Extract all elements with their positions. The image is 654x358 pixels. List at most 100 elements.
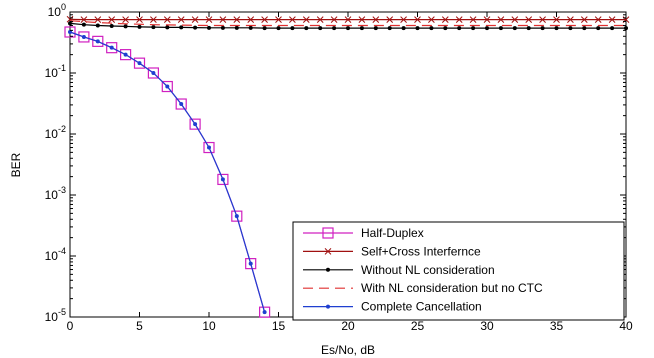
y-tick-label: 10-5: [45, 307, 66, 324]
x-axis-label: Es/No, dB: [321, 343, 375, 357]
data-point-dot: [429, 26, 434, 31]
y-tick-label: 10-1: [45, 63, 66, 80]
data-point-dot: [401, 26, 406, 31]
data-point-x: [441, 16, 449, 23]
x-marker-stroke: [372, 16, 380, 23]
legend-box: [292, 221, 625, 321]
data-point-dot: [276, 26, 281, 31]
data-point-dot: [610, 26, 615, 31]
data-point-x: [372, 16, 380, 23]
data-point-square: [147, 67, 159, 79]
x-tick-label: 25: [411, 319, 425, 333]
x-marker-stroke: [205, 16, 213, 23]
data-point-dot: [193, 25, 198, 30]
x-marker-stroke: [441, 16, 449, 23]
x-marker-stroke: [567, 16, 574, 23]
data-point-dot: [234, 214, 239, 219]
x-marker-stroke: [233, 16, 241, 23]
x-marker-stroke: [80, 16, 88, 23]
data-point-dot: [540, 26, 545, 31]
data-point-x: [414, 16, 421, 23]
x-marker-stroke: [219, 16, 227, 23]
data-point-dot: [109, 23, 114, 28]
data-point-dot: [179, 102, 184, 107]
data-point-x: [177, 16, 185, 23]
data-point-dot: [326, 304, 330, 309]
data-point-dot: [137, 24, 142, 29]
data-point-square: [259, 306, 271, 318]
data-point-x: [122, 16, 129, 23]
data-point-dot: [81, 34, 86, 39]
data-point-dot: [262, 310, 267, 315]
data-point-dot: [443, 26, 448, 31]
x-tick-label: 30: [480, 319, 494, 333]
x-marker-stroke: [163, 16, 171, 23]
x-marker-stroke: [66, 15, 74, 23]
legend-label: Complete Cancellation: [361, 300, 482, 314]
data-point-dot: [373, 26, 378, 31]
data-point-square: [189, 118, 201, 130]
data-point-x: [539, 16, 546, 23]
x-marker-stroke: [324, 248, 332, 255]
data-point-square: [322, 227, 334, 239]
data-point-dot: [387, 26, 392, 31]
data-point-dot: [526, 26, 531, 31]
x-marker-stroke: [247, 16, 255, 23]
data-point-dot: [207, 25, 211, 30]
data-point-dot: [109, 45, 114, 50]
x-marker-stroke: [608, 16, 616, 23]
data-point-x: [455, 16, 463, 23]
data-point-dot: [624, 26, 628, 31]
data-point-dot: [165, 84, 170, 89]
x-marker-stroke: [386, 16, 394, 23]
data-point-dot: [165, 25, 170, 30]
x-marker-stroke: [511, 16, 519, 23]
data-point-square: [175, 98, 187, 110]
y-tick-label: 10-3: [45, 185, 66, 202]
legend-label: With NL consideration but no CTC: [361, 281, 543, 295]
data-point-square: [78, 31, 90, 43]
data-point-x: [289, 16, 296, 23]
y-tick-label: 10-4: [45, 246, 66, 263]
series-with-nl-consideration-but-no-ctc: [69, 20, 626, 27]
data-point-dot: [359, 26, 364, 31]
data-point-square: [133, 57, 146, 69]
x-marker-stroke: [497, 16, 505, 23]
data-point-x: [400, 16, 407, 23]
data-point-x: [275, 16, 282, 23]
data-point-x: [511, 16, 519, 23]
series-line: [69, 20, 626, 27]
legend: Half-Duplex Self+Cross Interfernce Without…: [292, 221, 625, 321]
x-marker-stroke: [150, 16, 157, 23]
data-point-x: [316, 16, 324, 23]
series-layer: [64, 15, 630, 318]
data-point-dot: [554, 26, 559, 31]
data-point-x: [608, 16, 616, 23]
data-point-x: [136, 16, 143, 23]
data-point-dot: [95, 23, 100, 28]
x-marker-stroke: [302, 16, 310, 23]
data-point-dot: [346, 26, 350, 31]
data-point-dot: [68, 21, 72, 26]
data-point-dot: [220, 25, 225, 30]
data-point-dot: [123, 24, 128, 29]
x-tick-label: 15: [272, 319, 286, 333]
data-point-dot: [68, 30, 72, 35]
data-point-x: [580, 16, 588, 23]
data-point-x: [469, 16, 477, 23]
data-point-x: [191, 16, 199, 23]
x-marker-stroke: [358, 16, 366, 23]
x-marker-stroke: [136, 16, 143, 23]
legend-label: Half-Duplex: [361, 226, 424, 240]
x-marker-stroke: [580, 16, 588, 23]
data-point-x: [205, 16, 213, 23]
data-point-x: [497, 16, 505, 23]
x-marker-stroke: [469, 16, 477, 23]
y-axis-label: BER: [9, 152, 23, 177]
x-marker-stroke: [594, 16, 602, 23]
data-point-square: [217, 173, 229, 186]
data-point-dot: [220, 177, 225, 182]
x-tick-label: 0: [67, 319, 74, 333]
data-point-dot: [179, 25, 184, 30]
data-point-x: [324, 248, 332, 255]
